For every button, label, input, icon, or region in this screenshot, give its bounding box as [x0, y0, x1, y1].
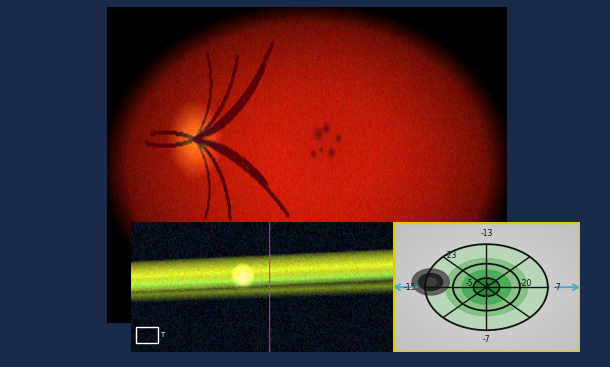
- Bar: [136, 327, 158, 344]
- Circle shape: [425, 244, 548, 330]
- Text: -13: -13: [480, 229, 493, 238]
- Circle shape: [445, 258, 528, 316]
- Circle shape: [412, 269, 449, 295]
- Text: -7: -7: [483, 335, 490, 344]
- Text: -5: -5: [466, 279, 473, 288]
- Text: -4: -4: [483, 283, 490, 292]
- Text: -23: -23: [445, 251, 458, 261]
- Circle shape: [418, 273, 443, 290]
- Text: T: T: [160, 332, 165, 338]
- Circle shape: [462, 270, 511, 304]
- Text: -20: -20: [519, 279, 532, 288]
- Text: -7: -7: [553, 283, 561, 292]
- Text: -15: -15: [404, 283, 417, 292]
- Circle shape: [475, 279, 498, 295]
- Circle shape: [425, 278, 436, 286]
